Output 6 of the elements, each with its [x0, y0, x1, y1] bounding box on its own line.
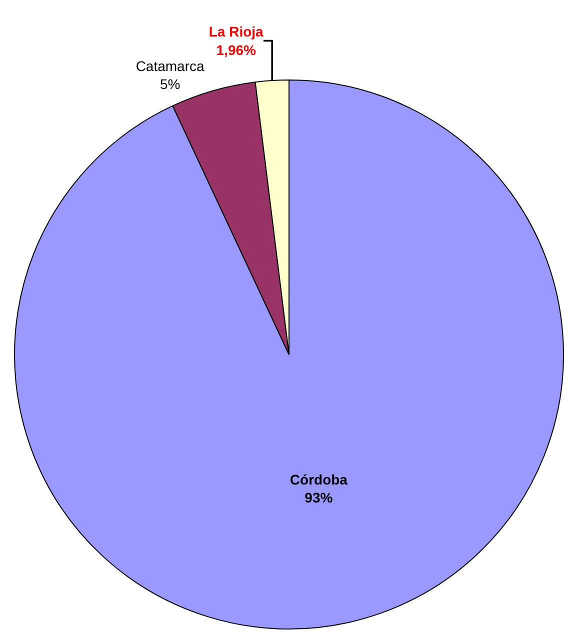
slice-label: La Rioja	[208, 24, 264, 40]
slice-label: Córdoba	[290, 471, 348, 488]
data-label: 93%	[304, 490, 334, 506]
data-label: 5%	[160, 76, 180, 92]
data-label: 1,96%	[216, 42, 257, 58]
slice-label: Catamarca	[136, 58, 204, 74]
